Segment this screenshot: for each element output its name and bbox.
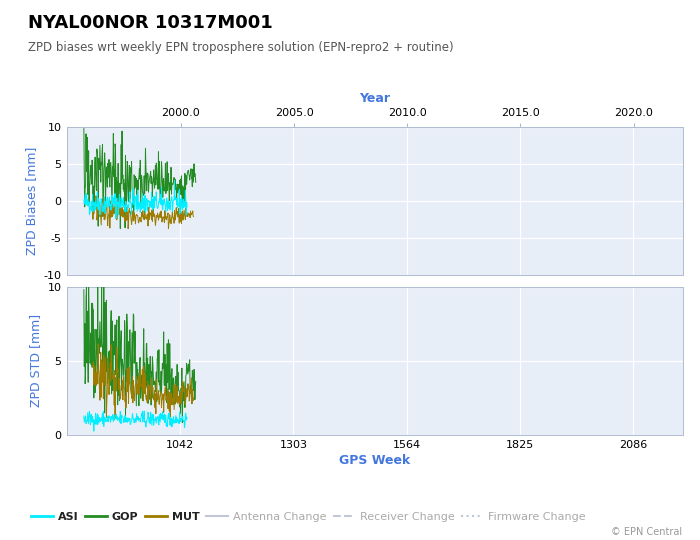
Y-axis label: ZPD STD [mm]: ZPD STD [mm] <box>29 314 42 407</box>
Text: NYAL00NOR 10317M001: NYAL00NOR 10317M001 <box>28 14 273 31</box>
Legend: ASI, GOP, MUT, Antenna Change, Receiver Change, Firmware Change: ASI, GOP, MUT, Antenna Change, Receiver … <box>27 508 589 526</box>
X-axis label: Year: Year <box>359 92 390 105</box>
Text: ZPD biases wrt weekly EPN troposphere solution (EPN-repro2 + routine): ZPD biases wrt weekly EPN troposphere so… <box>28 40 454 53</box>
X-axis label: GPS Week: GPS Week <box>339 454 410 467</box>
Y-axis label: ZPD Biases [mm]: ZPD Biases [mm] <box>25 147 38 255</box>
Text: © EPN Central: © EPN Central <box>611 527 682 537</box>
